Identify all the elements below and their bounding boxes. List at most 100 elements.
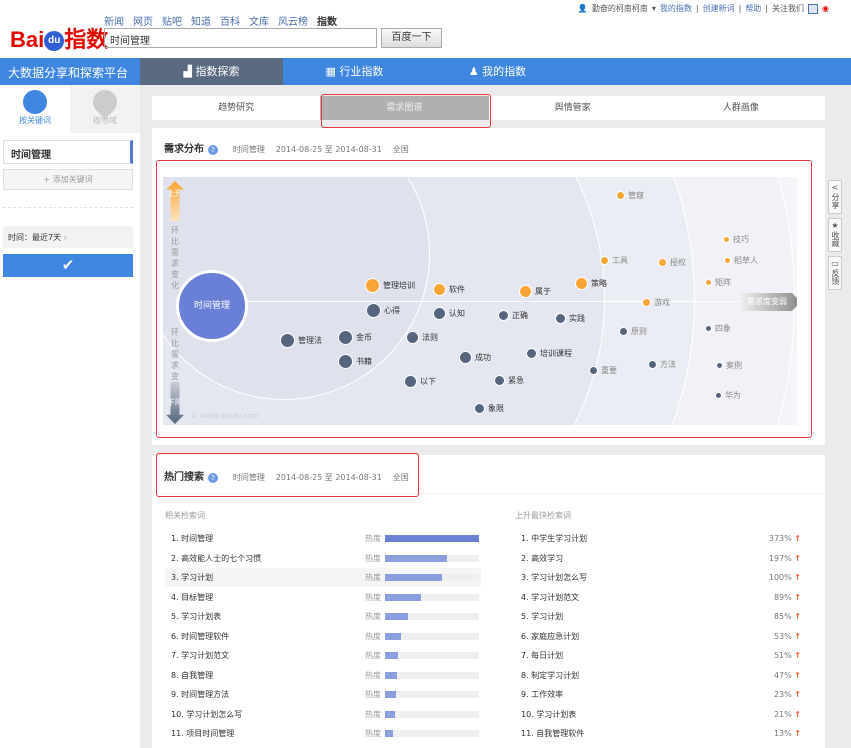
demand-node[interactable]: 属于 [519, 283, 551, 299]
link-baike[interactable]: 百科 [220, 17, 240, 28]
demand-node[interactable]: 案例 [716, 357, 742, 373]
demand-node[interactable]: 管理法 [280, 332, 322, 348]
favorite-button[interactable]: ★ 收藏 [828, 218, 842, 252]
link-help[interactable]: 帮助 [745, 4, 762, 13]
demand-node[interactable]: 心得 [366, 302, 400, 318]
demand-node[interactable]: 正确 [498, 307, 528, 323]
tab-audience[interactable]: 人群画像 [722, 103, 759, 113]
demand-node[interactable]: 策略 [575, 275, 607, 291]
related-row[interactable]: 4. 目标管理 热度 [165, 588, 481, 607]
related-term[interactable]: 5. 学习计划表 [171, 612, 222, 621]
related-row[interactable]: 3. 学习计划 热度 [165, 568, 481, 587]
related-term[interactable]: 7. 学习计划范文 [171, 651, 230, 660]
link-index[interactable]: 指数 [317, 17, 337, 28]
related-row[interactable]: 11. 项目时间管理 热度 [165, 724, 481, 743]
rising-term[interactable]: 7. 每日计划 [521, 651, 564, 660]
tab-by-region[interactable]: 按地域 [70, 85, 140, 133]
related-term[interactable]: 11. 项目时间管理 [171, 729, 235, 738]
link-news[interactable]: 新闻 [104, 17, 124, 28]
rising-term[interactable]: 8. 制定学习计划 [521, 670, 580, 680]
link-web[interactable]: 网页 [133, 17, 153, 28]
demand-node[interactable]: 管理培训 [365, 277, 415, 293]
demand-node[interactable]: 四象 [705, 320, 731, 336]
demand-node[interactable]: 工具 [600, 252, 628, 268]
rising-row[interactable]: 5. 学习计划 85% ↑ [515, 607, 801, 626]
search-input[interactable]: 时间管理 [104, 28, 377, 48]
rising-row[interactable]: 8. 制定学习计划 47% ↑ [515, 666, 801, 685]
demand-node[interactable]: 华为 [715, 387, 741, 403]
demand-node[interactable]: 金币 [338, 329, 372, 345]
tab-demand-map[interactable]: 需求图谱 [320, 96, 489, 120]
nav-index-explore[interactable]: ▟ 指数探索 [140, 58, 283, 85]
link-my-index[interactable]: 我的指数 [659, 4, 692, 13]
rising-row[interactable]: 10. 学习计划表 21% ↑ [515, 705, 801, 724]
rising-row[interactable]: 3. 学习计划怎么写 100% ↑ [515, 568, 801, 587]
qzone-icon[interactable] [808, 3, 819, 14]
tab-trend[interactable]: 趋势研究 [218, 103, 255, 113]
confirm-button[interactable]: ✔ [3, 254, 133, 277]
keyword-item[interactable]: 时间管理 [3, 140, 133, 164]
help-icon[interactable]: ? [208, 473, 218, 483]
related-row[interactable]: 7. 学习计划范文 热度 [165, 646, 481, 665]
demand-node[interactable]: 游戏 [642, 294, 670, 310]
demand-node[interactable]: 以下 [404, 373, 436, 389]
rising-term[interactable]: 6. 家庭应急计划 [521, 631, 580, 641]
search-button[interactable]: 百度一下 [381, 28, 442, 48]
add-keyword-button[interactable]: + 添加关键词 [3, 169, 133, 190]
demand-node[interactable]: 认知 [433, 305, 465, 321]
related-term[interactable]: 8. 自我管理 [171, 670, 214, 680]
demand-node[interactable]: 重要 [589, 362, 617, 378]
rising-term[interactable]: 11. 自我管理软件 [521, 729, 585, 738]
demand-node[interactable]: 原则 [619, 323, 647, 339]
rising-row[interactable]: 6. 家庭应急计划 53% ↑ [515, 627, 801, 646]
demand-node[interactable]: 软件 [433, 281, 465, 297]
related-row[interactable]: 10. 学习计划怎么写 热度 [165, 705, 481, 724]
rising-term[interactable]: 2. 高效学习 [521, 553, 564, 563]
related-row[interactable]: 8. 自我管理 热度 [165, 666, 481, 685]
related-term[interactable]: 10. 学习计划怎么写 [171, 709, 243, 719]
link-fengyunbang[interactable]: 风云榜 [278, 17, 308, 28]
rising-term[interactable]: 5. 学习计划 [521, 612, 564, 621]
rising-row[interactable]: 1. 中学生学习计划 373% ↑ [515, 529, 801, 548]
rising-term[interactable]: 3. 学习计划怎么写 [521, 573, 588, 582]
demand-node[interactable]: 法则 [406, 329, 438, 345]
feedback-button[interactable]: ▭ 反馈 [828, 256, 842, 290]
related-row[interactable]: 9. 时间管理方法 热度 [165, 685, 481, 704]
rising-term[interactable]: 4. 学习计划范文 [521, 592, 580, 602]
caret-down-icon[interactable]: ▾ [651, 4, 656, 13]
related-row[interactable]: 2. 高效能人士的七个习惯 热度 [165, 549, 481, 568]
rising-row[interactable]: 7. 每日计划 51% ↑ [515, 646, 801, 665]
nav-industry-index[interactable]: ▦ 行业指数 [283, 58, 426, 85]
demand-node[interactable]: 方法 [648, 356, 676, 372]
demand-node[interactable]: 实践 [555, 310, 585, 326]
link-zhidao[interactable]: 知道 [191, 17, 211, 28]
demand-node[interactable]: 矩阵 [705, 274, 731, 290]
help-icon[interactable]: ? [208, 145, 218, 155]
related-term[interactable]: 6. 时间管理软件 [171, 631, 230, 641]
rising-term[interactable]: 9. 工作效率 [521, 690, 564, 699]
rising-row[interactable]: 9. 工作效率 23% ↑ [515, 685, 801, 704]
center-keyword-node[interactable]: 时间管理 [176, 270, 248, 342]
demand-node[interactable]: 成功 [459, 349, 491, 365]
rising-row[interactable]: 2. 高效学习 197% ↑ [515, 549, 801, 568]
related-term[interactable]: 3. 学习计划 [171, 573, 214, 582]
rising-term[interactable]: 1. 中学生学习计划 [521, 534, 588, 543]
demand-node[interactable]: 书籍 [338, 353, 372, 369]
related-term[interactable]: 9. 时间管理方法 [171, 690, 230, 699]
share-button[interactable]: < 分享 [828, 180, 842, 214]
related-term[interactable]: 1. 时间管理 [171, 534, 214, 543]
related-row[interactable]: 5. 学习计划表 热度 [165, 607, 481, 626]
rising-row[interactable]: 4. 学习计划范文 89% ↑ [515, 588, 801, 607]
weibo-icon[interactable]: ◉ [822, 4, 829, 13]
link-create-word[interactable]: 创建新词 [702, 4, 735, 13]
related-term[interactable]: 4. 目标管理 [171, 592, 214, 602]
related-term[interactable]: 2. 高效能人士的七个习惯 [171, 553, 262, 563]
user-menu[interactable]: 勤奋的柯南柯南 [591, 4, 648, 13]
demand-node[interactable]: 管窥 [616, 187, 644, 203]
link-wenku[interactable]: 文库 [249, 17, 269, 28]
related-row[interactable]: 1. 时间管理 热度 [165, 529, 481, 548]
tab-by-keyword[interactable]: 按关键词 [0, 85, 70, 133]
rising-term[interactable]: 10. 学习计划表 [521, 709, 577, 719]
rising-row[interactable]: 11. 自我管理软件 13% ↑ [515, 724, 801, 743]
demand-node[interactable]: 授权 [658, 254, 686, 270]
